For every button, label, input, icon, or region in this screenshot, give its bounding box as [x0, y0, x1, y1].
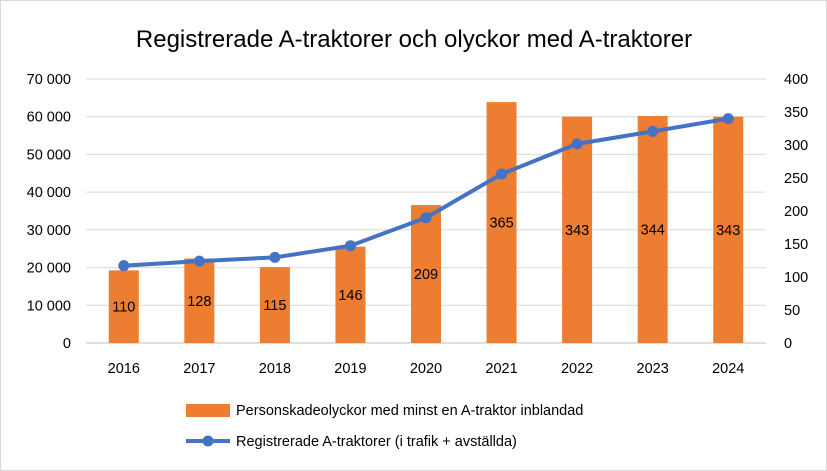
x-axis: 2016 2017 2018 2019 2020 2021 2022 2023 2024	[108, 361, 745, 377]
bar	[335, 246, 366, 343]
line-point	[193, 255, 205, 267]
x-axis-tick-label: 2016	[108, 361, 140, 377]
right-axis: 0 50 100 150 200 250 300 350 400	[784, 72, 808, 352]
bar	[486, 102, 517, 343]
right-axis-tick-label: 200	[784, 204, 808, 220]
right-axis-tick-label: 50	[784, 303, 800, 319]
bar	[713, 116, 744, 344]
x-axis-tick-label: 2021	[485, 361, 517, 377]
bar-data-label: 343	[716, 223, 740, 239]
right-axis-tick-label: 100	[784, 270, 808, 286]
chart-title: Registrerade A-traktorer och olyckor med…	[136, 26, 692, 53]
bar-data-label: 365	[489, 216, 513, 232]
line-point	[722, 113, 734, 125]
left-axis-tick-label: 0	[63, 336, 71, 352]
bar	[411, 205, 441, 343]
bar-data-label: 128	[187, 294, 211, 310]
right-axis-tick-label: 300	[784, 138, 808, 154]
left-axis: 0 10 000 20 000 30 000 40 000 50 000 60 000 70 …	[27, 72, 71, 352]
right-axis-tick-label: 0	[784, 336, 792, 352]
x-axis-tick-label: 2022	[561, 361, 593, 377]
bar-series	[108, 102, 744, 344]
x-axis-tick-label: 2017	[183, 361, 215, 377]
legend-bar-label: Personskadeolyckor med minst en A-trakto…	[236, 403, 583, 419]
right-axis-tick-label: 350	[784, 105, 808, 121]
legend-line-marker	[202, 435, 214, 447]
legend-bar-swatch	[186, 404, 230, 417]
bar	[259, 267, 290, 343]
x-axis-tick-label: 2024	[712, 361, 744, 377]
legend: Personskadeolyckor med minst en A-trakto…	[186, 403, 583, 450]
bar	[108, 270, 139, 343]
right-axis-tick-label: 150	[784, 237, 808, 253]
bar-data-label: 344	[641, 222, 665, 238]
left-axis-tick-label: 50 000	[27, 147, 71, 163]
left-axis-tick-label: 20 000	[27, 261, 71, 277]
line-point	[496, 168, 508, 180]
line-point	[344, 240, 356, 252]
line-point	[420, 212, 432, 224]
right-axis-tick-label: 400	[784, 72, 808, 88]
x-axis-tick-label: 2018	[259, 361, 291, 377]
right-axis-tick-label: 250	[784, 171, 808, 187]
line-point	[647, 125, 659, 137]
left-axis-tick-label: 30 000	[27, 223, 71, 239]
left-axis-tick-label: 10 000	[27, 298, 71, 314]
left-axis-tick-label: 70 000	[27, 72, 71, 88]
line-point	[269, 251, 281, 263]
x-axis-tick-label: 2020	[410, 361, 442, 377]
line-series	[118, 113, 734, 272]
line-point	[571, 138, 583, 150]
x-axis-tick-label: 2019	[334, 361, 366, 377]
bar-data-label: 209	[414, 267, 438, 283]
left-axis-tick-label: 40 000	[27, 185, 71, 201]
bar	[637, 115, 668, 344]
legend-line-label: Registrerade A-traktorer (i trafik + avs…	[236, 434, 517, 450]
bar	[562, 116, 593, 344]
bar-data-label: 110	[112, 300, 135, 316]
bar-data-label: 146	[338, 288, 362, 304]
bar-data-label: 115	[263, 298, 286, 314]
x-axis-tick-label: 2023	[637, 361, 669, 377]
line-point	[118, 260, 130, 272]
bar	[184, 258, 215, 343]
left-axis-tick-label: 60 000	[27, 110, 71, 126]
bar-data-label: 343	[565, 223, 589, 239]
data-labels: 110 128 115 146 209 365 343 344 343	[112, 216, 740, 316]
